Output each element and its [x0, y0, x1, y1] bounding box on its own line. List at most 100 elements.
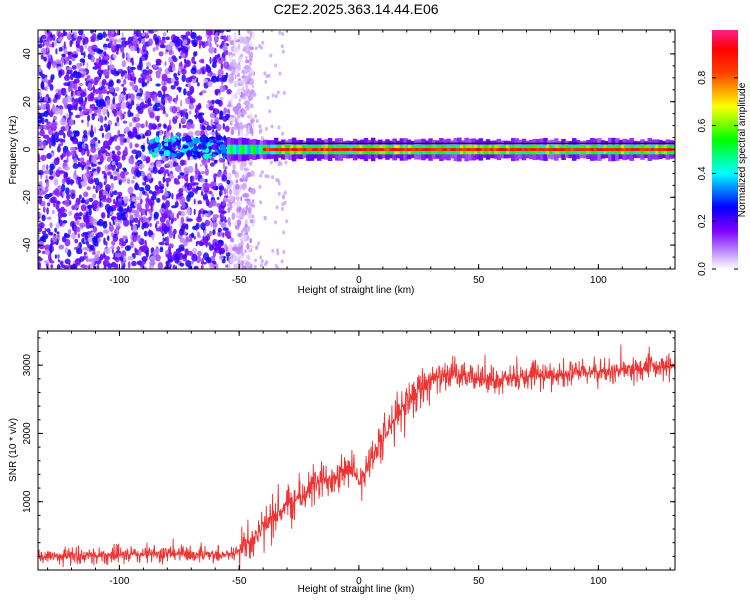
heatmap-cell — [152, 166, 156, 172]
heatmap-cell — [240, 229, 244, 234]
heatmap-cell — [101, 88, 107, 94]
heatmap-cell — [66, 67, 73, 71]
heatmap-cell — [164, 177, 171, 183]
heatmap-cell — [140, 198, 143, 205]
colorbar-tick-label: 0.2 — [697, 214, 708, 228]
heatmap-cell — [67, 249, 72, 258]
spectrogram-panel: -100 -50 0 50 100 -40 -20 0 20 40 Height of strai… — [8, 29, 676, 296]
heatmap-cell — [214, 47, 217, 54]
heatmap-cell — [90, 55, 95, 63]
heatmap-cell — [133, 224, 138, 233]
heatmap-cell — [54, 254, 58, 259]
heatmap-cell — [64, 199, 70, 207]
heatmap-cell — [110, 136, 116, 141]
y-tick-label: 40 — [22, 48, 33, 60]
heatmap-cell — [54, 94, 58, 99]
heatmap-cell — [108, 80, 114, 88]
heatmap-cell — [131, 99, 135, 106]
heatmap-cell — [248, 207, 252, 212]
heatmap-cell — [69, 146, 76, 151]
heatmap-cell — [52, 104, 56, 113]
heatmap-cell — [556, 148, 560, 151]
heatmap-cell — [165, 220, 171, 227]
heatmap-cell — [73, 138, 78, 145]
heatmap-cell — [43, 56, 47, 62]
heatmap-cell — [278, 71, 282, 76]
heatmap-cell — [63, 41, 66, 50]
heatmap-cell — [110, 64, 115, 71]
heatmap-cell — [174, 217, 177, 221]
heatmap-cell — [189, 86, 195, 93]
heatmap-cell — [253, 264, 257, 269]
heatmap-cell — [176, 153, 180, 160]
heatmap-cell — [119, 135, 125, 143]
heatmap-cell — [616, 148, 621, 151]
heatmap-cell — [193, 182, 199, 186]
heatmap-cell — [260, 259, 264, 264]
heatmap-cell — [628, 148, 632, 151]
heatmap-cell — [218, 185, 225, 192]
heatmap-cell — [117, 69, 124, 73]
heatmap-cell — [270, 30, 274, 33]
heatmap-cell — [219, 190, 222, 197]
heatmap-cell — [185, 31, 191, 36]
heatmap-cell — [126, 178, 131, 185]
heatmap-cell — [55, 59, 62, 64]
heatmap-cell — [187, 81, 192, 89]
heatmap-cell — [110, 245, 115, 250]
heatmap-cell — [66, 34, 71, 39]
heatmap-cell — [110, 103, 113, 111]
heatmap-cell — [45, 74, 48, 78]
heatmap-cell — [62, 190, 65, 198]
heatmap-cell — [48, 192, 53, 197]
colorbar-gradient — [712, 30, 738, 269]
heatmap-cell — [228, 101, 231, 107]
heatmap-cell — [146, 193, 149, 201]
heatmap-cell — [38, 105, 41, 109]
heatmap-cell — [143, 142, 146, 146]
heatmap-cell — [104, 195, 107, 200]
heatmap-cell — [155, 254, 161, 262]
heatmap-cell — [418, 148, 422, 151]
heatmap-cell — [79, 256, 85, 262]
heatmap-cell — [180, 99, 183, 108]
heatmap-cell — [85, 211, 89, 219]
heatmap-cell — [467, 148, 471, 151]
heatmap-cell — [41, 49, 47, 54]
x-tick-label: 50 — [473, 576, 485, 587]
heatmap-cell — [78, 194, 82, 200]
heatmap-cell — [42, 206, 46, 213]
heatmap-cell — [90, 124, 93, 132]
heatmap-cell — [83, 191, 89, 198]
heatmap-cell — [244, 219, 248, 225]
heatmap-cell — [169, 155, 172, 160]
heatmap-cell — [145, 95, 149, 99]
heatmap-cell — [94, 241, 99, 247]
heatmap-cell — [495, 148, 500, 151]
heatmap-cell — [266, 95, 270, 100]
heatmap-cell — [240, 53, 244, 58]
heatmap-cell — [240, 58, 243, 66]
heatmap-cell — [130, 240, 134, 249]
heatmap-cell — [92, 237, 98, 243]
heatmap-cell — [181, 52, 186, 59]
heatmap-cell — [61, 87, 66, 91]
heatmap-cell — [54, 227, 57, 233]
heatmap-cell — [259, 173, 263, 178]
heatmap-cell — [104, 69, 110, 77]
heatmap-cell — [179, 221, 182, 229]
heatmap-cell — [188, 141, 194, 148]
heatmap-cell — [127, 65, 130, 74]
heatmap-cell — [112, 155, 117, 162]
heatmap-cell — [102, 31, 107, 39]
heatmap-cell — [248, 36, 252, 41]
heatmap-cell — [80, 91, 87, 98]
heatmap-cell — [205, 63, 209, 70]
heatmap-cell — [258, 124, 262, 129]
heatmap-cell — [92, 193, 97, 199]
heatmap-cell — [95, 141, 99, 148]
heatmap-cell — [168, 231, 173, 239]
heatmap-cell — [224, 171, 228, 176]
heatmap-cell — [89, 154, 92, 162]
heatmap-cell — [68, 107, 72, 114]
